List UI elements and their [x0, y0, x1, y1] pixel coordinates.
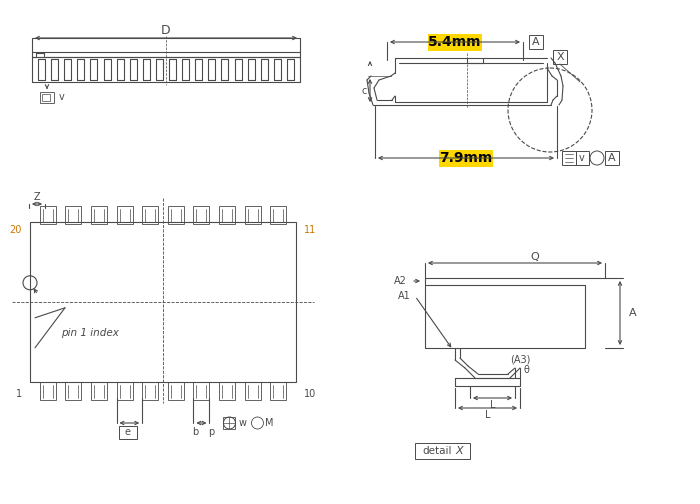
Text: A: A	[629, 308, 636, 318]
Text: b: b	[193, 427, 199, 437]
Bar	[193, 206, 209, 224]
Text: A1: A1	[398, 291, 411, 301]
Text: pin 1 index: pin 1 index	[61, 328, 119, 338]
Bar	[529, 35, 543, 49]
Bar	[116, 382, 132, 400]
Bar	[219, 382, 235, 400]
Text: (A3): (A3)	[510, 355, 530, 365]
Bar	[142, 382, 158, 400]
Text: L: L	[484, 410, 490, 420]
Text: detail: detail	[422, 446, 452, 456]
Text: c: c	[361, 86, 367, 95]
Text: 5.4mm: 5.4mm	[428, 35, 482, 49]
Bar	[65, 382, 81, 400]
Text: X: X	[455, 446, 463, 456]
Bar	[562, 151, 576, 165]
Bar	[40, 92, 54, 103]
Text: A2: A2	[394, 276, 407, 286]
Text: 20: 20	[10, 225, 22, 235]
Text: v: v	[59, 92, 65, 102]
Text: w: w	[239, 418, 246, 428]
Bar	[219, 206, 235, 224]
Bar	[553, 50, 567, 64]
Bar	[42, 94, 50, 101]
Bar	[116, 206, 132, 224]
Text: p: p	[209, 427, 215, 437]
Bar	[605, 151, 619, 165]
Bar	[168, 382, 184, 400]
Text: Q: Q	[531, 252, 540, 262]
FancyBboxPatch shape	[428, 33, 482, 50]
Bar	[270, 206, 286, 224]
Bar	[245, 382, 260, 400]
Text: D: D	[161, 25, 171, 37]
Text: M: M	[265, 418, 274, 428]
Bar	[30, 222, 296, 382]
Text: A: A	[608, 153, 616, 163]
Bar	[65, 206, 81, 224]
Bar	[40, 206, 55, 224]
Bar	[142, 206, 158, 224]
Text: 10: 10	[304, 389, 316, 399]
Text: Z: Z	[34, 192, 41, 202]
Text: X: X	[556, 52, 564, 62]
Text: A: A	[532, 37, 540, 47]
Bar	[118, 426, 136, 439]
Bar	[270, 382, 286, 400]
Bar	[168, 206, 184, 224]
Text: v: v	[579, 153, 585, 163]
FancyBboxPatch shape	[439, 150, 493, 166]
Text: 1: 1	[16, 389, 22, 399]
Bar	[415, 443, 470, 459]
Bar	[576, 151, 589, 165]
Bar	[193, 382, 209, 400]
Bar	[245, 206, 260, 224]
Bar	[40, 382, 55, 400]
Bar	[91, 382, 107, 400]
Bar	[91, 206, 107, 224]
Text: L: L	[490, 400, 496, 410]
Text: θ: θ	[523, 365, 529, 375]
Text: 11: 11	[304, 225, 316, 235]
Text: e: e	[125, 427, 130, 437]
Bar	[223, 417, 235, 429]
Text: 7.9mm: 7.9mm	[440, 151, 493, 165]
